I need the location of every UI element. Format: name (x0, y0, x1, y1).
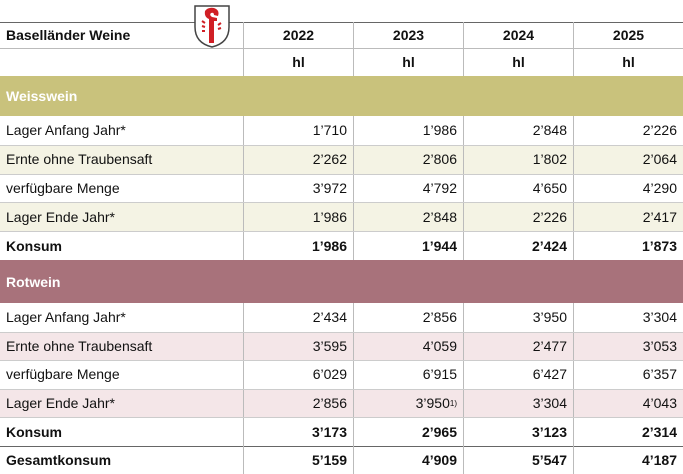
year-header: 2023 (353, 22, 463, 48)
value-cell: 3’972 (243, 173, 353, 203)
value-cell: 3’304 (463, 388, 573, 418)
row-label: verfügbare Menge (0, 360, 243, 389)
unit-header: hl (463, 48, 573, 76)
value-cell: 2’262 (243, 144, 353, 174)
value: 3’950 (415, 395, 450, 412)
value-cell: 3’304 (573, 303, 683, 332)
value-cell: 3’950 1) (353, 388, 463, 418)
year-header: 2022 (243, 22, 353, 48)
row-label: Ernte ohne Traubensaft (0, 144, 243, 174)
total-cell: 5’547 (463, 446, 573, 474)
value-cell: 6’357 (573, 360, 683, 389)
coat-of-arms (194, 5, 230, 48)
value-cell: 2’965 (353, 417, 463, 446)
row-label: Lager Ende Jahr* (0, 202, 243, 232)
unit-label (0, 48, 243, 76)
value-cell: 2’064 (573, 144, 683, 174)
value-cell: 1’873 (573, 231, 683, 260)
row-line (0, 446, 683, 447)
table-title: Baselländer Weine (6, 27, 131, 43)
value-cell: 1’986 (353, 116, 463, 145)
value-cell: 2’856 (353, 303, 463, 332)
value-cell: 2’856 (243, 388, 353, 418)
total-label: Gesamtkonsum (6, 452, 112, 468)
footnote-mark: 1) (449, 398, 457, 408)
value-cell: 3’053 (573, 331, 683, 361)
value-cell: 6’915 (353, 360, 463, 389)
unit-header: hl (243, 48, 353, 76)
value-cell: 4’792 (353, 173, 463, 203)
value-cell: 2’424 (463, 231, 573, 260)
value-cell: 4’650 (463, 173, 573, 203)
row-label: Konsum (0, 231, 243, 260)
value-cell: 2’226 (463, 202, 573, 232)
row-label: Lager Anfang Jahr* (0, 116, 243, 145)
value-cell: 3’950 (463, 303, 573, 332)
value-cell: 3’123 (463, 417, 573, 446)
value-cell: 1’986 (243, 231, 353, 260)
value-cell: 3’595 (243, 331, 353, 361)
value-cell: 1’986 (243, 202, 353, 232)
value-cell: 2’477 (463, 331, 573, 361)
row-line (0, 331, 683, 333)
row-line (0, 231, 683, 233)
value-cell: 4’059 (353, 331, 463, 361)
value-cell: 2’417 (573, 202, 683, 232)
value-cell: 1’802 (463, 144, 573, 174)
section-header: Weisswein (0, 76, 683, 116)
value-cell: 4’043 (573, 388, 683, 418)
value-cell: 2’848 (353, 202, 463, 232)
section-header: Rotwein (0, 260, 683, 303)
row-line (0, 360, 683, 362)
value-cell: 1’944 (353, 231, 463, 260)
row-line (0, 48, 683, 49)
row-label: verfügbare Menge (0, 173, 243, 203)
value-cell: 6’427 (463, 360, 573, 389)
total-cell: 4’909 (353, 446, 463, 474)
value-cell: 2’434 (243, 303, 353, 332)
row-label: Lager Anfang Jahr* (0, 303, 243, 332)
row-label: Ernte ohne Traubensaft (0, 331, 243, 361)
total-cell: 4’187 (573, 446, 683, 474)
unit-header: hl (573, 48, 683, 76)
row-line (0, 417, 683, 419)
value-cell: 6’029 (243, 360, 353, 389)
value-cell: 2’226 (573, 116, 683, 145)
value-cell: 2’314 (573, 417, 683, 446)
row-line (0, 202, 683, 204)
row-line (0, 144, 683, 146)
year-header: 2025 (573, 22, 683, 48)
unit-header: hl (353, 48, 463, 76)
value-cell: 2’806 (353, 144, 463, 174)
total-cell: 5’159 (243, 446, 353, 474)
value-cell: 4’290 (573, 173, 683, 203)
year-header: 2024 (463, 22, 573, 48)
value-cell: 3’173 (243, 417, 353, 446)
value-cell: 2’848 (463, 116, 573, 145)
value-cell: 1’710 (243, 116, 353, 145)
row-label: Konsum (0, 417, 243, 446)
row-line (0, 388, 683, 390)
row-line (0, 22, 683, 23)
row-label: Lager Ende Jahr* (0, 388, 243, 418)
row-line (0, 173, 683, 175)
